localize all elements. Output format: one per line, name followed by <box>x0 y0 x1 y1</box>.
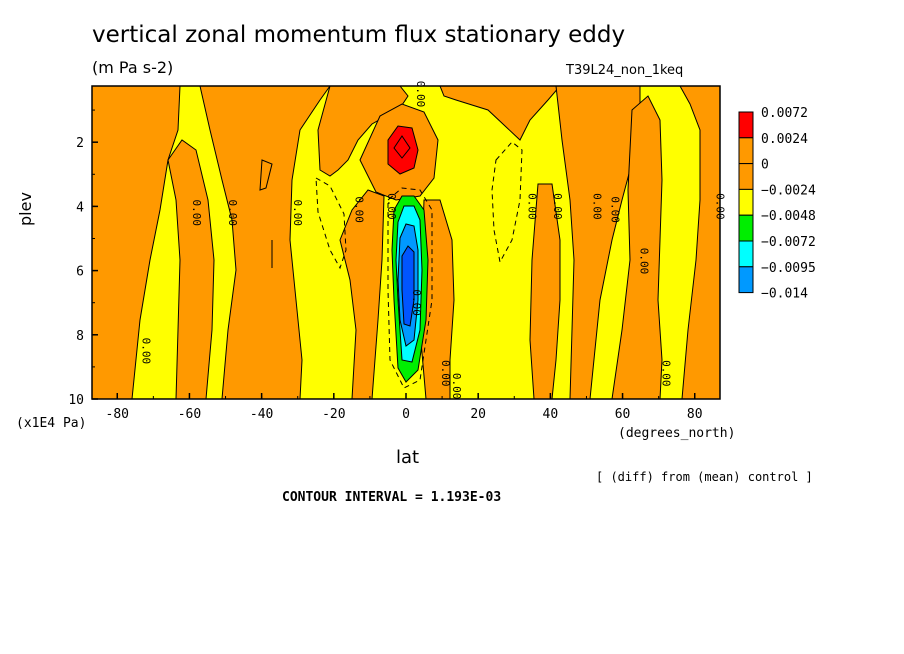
negative-contour <box>315 177 347 270</box>
negative-contour <box>491 141 523 264</box>
run-id-label: T39L24_non_1keq <box>566 63 684 78</box>
contour-label: 0.00 <box>385 193 398 220</box>
x-units-label: (degrees_north) <box>618 426 736 441</box>
chart-title: vertical zonal momentum flux stationary … <box>92 22 626 48</box>
legend-swatch <box>738 240 754 268</box>
contour-label: 0.00 <box>526 193 539 220</box>
x-tick-label: 80 <box>687 407 703 422</box>
legend-label: −0.014 <box>761 287 808 302</box>
positive-region <box>439 86 561 141</box>
x-tick-label: -40 <box>250 407 273 422</box>
positive-region <box>199 86 331 399</box>
x-tick-label: 40 <box>543 407 559 422</box>
negative-min-region <box>401 245 415 327</box>
contour-label: 0.00 <box>439 360 452 387</box>
positive-contour <box>259 159 273 191</box>
contour-label: 0.00 <box>591 193 604 220</box>
y-axis: 2 4 6 8 10 <box>68 109 98 408</box>
color-legend: 0.0072 0.0024 0 −0.0024 −0.0048 −0.0072 −0.009… <box>738 106 816 302</box>
legend-label: −0.0024 <box>761 183 816 198</box>
legend-label: 0.0024 <box>761 132 808 147</box>
legend-label: −0.0095 <box>761 261 816 276</box>
max-region <box>387 125 419 175</box>
contour-label: 0.00 <box>551 193 564 220</box>
y-tick-label: 4 <box>76 200 84 215</box>
x-tick-label: -60 <box>178 407 201 422</box>
x-tick-label: 60 <box>615 407 631 422</box>
legend-label: 0 <box>761 158 769 173</box>
legend-swatch <box>738 188 754 216</box>
contour-label: 0.00 <box>659 360 672 387</box>
x-axis-label: lat <box>396 447 420 468</box>
contour-label: 0.00 <box>226 200 239 227</box>
y-factor-label: (x1E4 Pa) <box>16 416 87 431</box>
positive-region <box>611 95 663 399</box>
y-tick-label: 6 <box>76 265 84 280</box>
contour-field <box>92 86 720 399</box>
diff-note: [ (diff) from (mean) control ] <box>596 470 813 484</box>
contour-label: 0.00 <box>140 338 153 365</box>
legend-swatch <box>738 266 754 294</box>
legend-swatch <box>738 137 754 165</box>
positive-region <box>92 86 181 399</box>
legend-swatch <box>738 111 754 139</box>
contour-label: 0.00 <box>450 373 463 400</box>
contour-label: 0.00 <box>410 289 423 316</box>
x-tick-label: -80 <box>106 407 129 422</box>
units-label: (m Pa s-2) <box>92 58 174 77</box>
x-tick-label: 0 <box>402 407 410 422</box>
y-tick-label: 2 <box>76 136 84 151</box>
positive-region <box>167 139 215 399</box>
legend-label: 0.0072 <box>761 106 808 121</box>
x-tick-label: 20 <box>470 407 486 422</box>
x-axis: -80 -60 -40 -20 0 20 40 60 80 <box>106 393 703 422</box>
legend-label: −0.0072 <box>761 235 816 250</box>
legend-swatch <box>738 214 754 242</box>
contour-label: 0.00 <box>638 248 651 275</box>
contour-labels: 0.000.00 0.00 0.00 0.00 0.00 0.00 0.00 0.00 0.00… <box>140 81 727 400</box>
contour-label: 0.00 <box>414 81 427 108</box>
max-contour <box>393 135 411 159</box>
legend-label: −0.0048 <box>761 209 816 224</box>
positive-region <box>339 189 385 399</box>
contour-label: 0.00 <box>609 196 622 223</box>
positive-region <box>317 86 409 177</box>
legend-swatch <box>738 163 754 190</box>
positive-region <box>679 86 720 399</box>
negative-contour <box>387 187 433 389</box>
contour-interval: CONTOUR INTERVAL = 1.193E-03 <box>282 490 502 505</box>
y-tick-label: 10 <box>68 393 84 408</box>
contour-label: 0.00 <box>190 200 203 227</box>
contour-label: 0.00 <box>291 200 304 227</box>
y-tick-label: 8 <box>76 329 84 344</box>
x-tick-label: -20 <box>322 407 345 422</box>
contour-label: 0.00 <box>352 196 365 223</box>
positive-region <box>529 183 561 399</box>
